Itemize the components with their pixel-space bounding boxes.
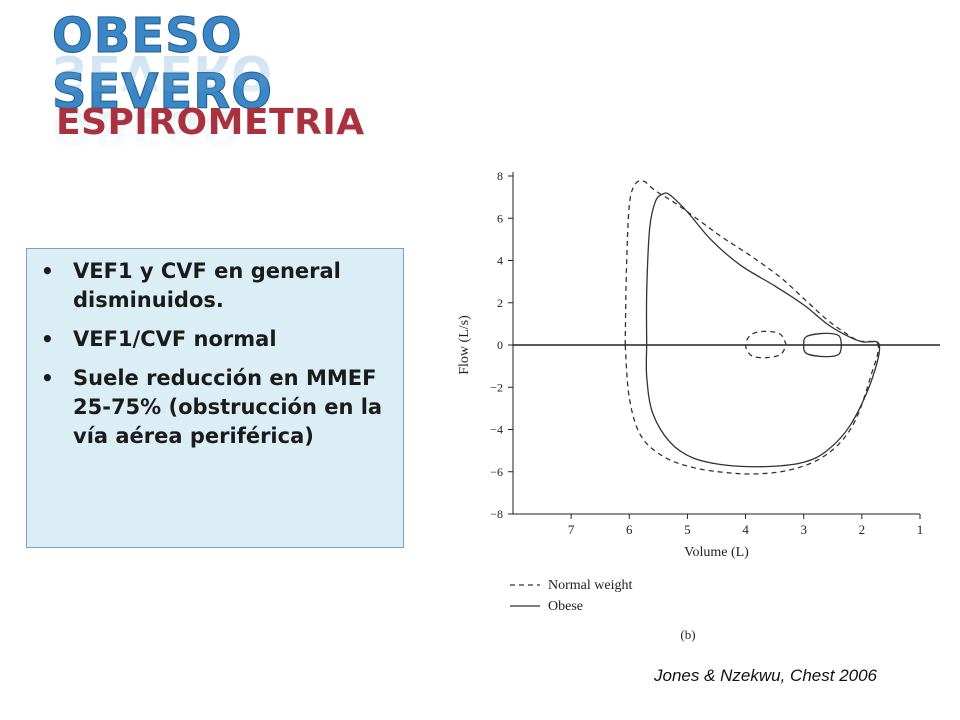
y-axis-label: Flow (L/s)	[457, 315, 472, 375]
y-tick-label: 0	[497, 338, 503, 352]
flow-volume-chart-svg: 8 6 4 2 0 −2 −4 −6 −8 7 6 5 4 3 2 1 Volume (L) Flow (L/s)…	[457, 169, 948, 642]
bullet-dot-icon: •	[41, 259, 54, 283]
series-normal-weight-loop	[624, 180, 880, 475]
bullet-list: • VEF1 y CVF en general disminuidos. • VEF…	[37, 257, 393, 451]
y-tick-label: −4	[490, 423, 503, 437]
x-tick-label: 4	[742, 522, 749, 537]
bullet-item: • Suele reducción en MMEF 25-75% (obstruc…	[37, 364, 393, 451]
y-tick-label: −8	[490, 507, 503, 521]
y-tick-label: 6	[497, 211, 503, 225]
bullet-text: Suele reducción en MMEF 25-75% (obstrucc…	[73, 366, 383, 448]
bullet-item: • VEF1/CVF normal	[37, 325, 393, 354]
x-tick-label: 7	[568, 522, 575, 537]
bullet-text: VEF1 y CVF en general disminuidos.	[73, 259, 341, 312]
x-tick-label: 3	[800, 522, 807, 537]
bullet-text: VEF1/CVF normal	[73, 327, 277, 351]
series-obese-loop	[645, 192, 881, 468]
y-tick-label: 8	[497, 169, 503, 183]
y-tick-label: 2	[497, 296, 503, 310]
flow-volume-chart: 8 6 4 2 0 −2 −4 −6 −8 7 6 5 4 3 2 1 Volume (L) Flow (L/s)…	[440, 158, 948, 658]
bullet-dot-icon: •	[41, 366, 54, 390]
x-axis-label: Volume (L)	[684, 545, 749, 560]
legend-label: Obese	[548, 599, 583, 614]
x-tick-label: 6	[626, 522, 633, 537]
x-tick-label: 1	[917, 522, 924, 537]
bullet-dot-icon: •	[41, 327, 54, 351]
y-tick-label: −2	[490, 380, 503, 394]
slide-title-group: OBESO SEVERO OBESO SEVERO	[52, 8, 472, 157]
bullet-box: • VEF1 y CVF en general disminuidos. • VEF…	[26, 248, 404, 548]
citation: Jones & Nzekwu, Chest 2006	[654, 666, 878, 685]
x-tick-label: 2	[859, 522, 866, 537]
slide-subtitle: ESPIROMETRIA	[56, 102, 365, 143]
slide-title: OBESO SEVERO	[52, 8, 274, 121]
bullet-item: • VEF1 y CVF en general disminuidos.	[37, 257, 393, 315]
y-tick-label: 4	[497, 254, 503, 268]
x-tick-label: 5	[684, 522, 691, 537]
y-tick-label: −6	[490, 465, 503, 479]
chart-panel-label: (b)	[680, 627, 695, 642]
series-normal-weight-tidal-loop	[744, 330, 787, 359]
legend-label: Normal weight	[548, 578, 632, 593]
series-obese-tidal-loop	[803, 332, 843, 358]
